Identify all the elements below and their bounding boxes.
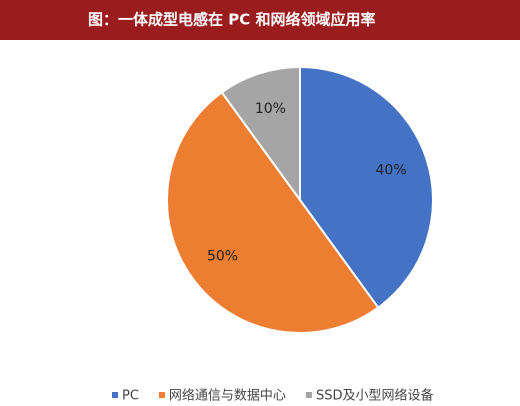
data-label: 50% xyxy=(207,248,238,264)
pie-slice xyxy=(220,65,301,204)
legend-label: SSD及小型网络设备 xyxy=(316,388,434,404)
legend-label: PC xyxy=(122,389,139,404)
title-bar xyxy=(0,0,520,40)
legend-marker xyxy=(305,392,312,398)
legend-label: 网络通信与数据中心 xyxy=(169,388,286,404)
legend-marker xyxy=(112,392,118,398)
chart-title: 图：一体成型电感在 PC 和网络领域应用率 xyxy=(88,11,375,29)
legend-marker xyxy=(158,392,165,398)
pie-slice xyxy=(299,65,434,309)
data-label: 40% xyxy=(376,162,407,178)
pie-slice xyxy=(166,91,380,334)
data-label: 10% xyxy=(255,101,286,117)
